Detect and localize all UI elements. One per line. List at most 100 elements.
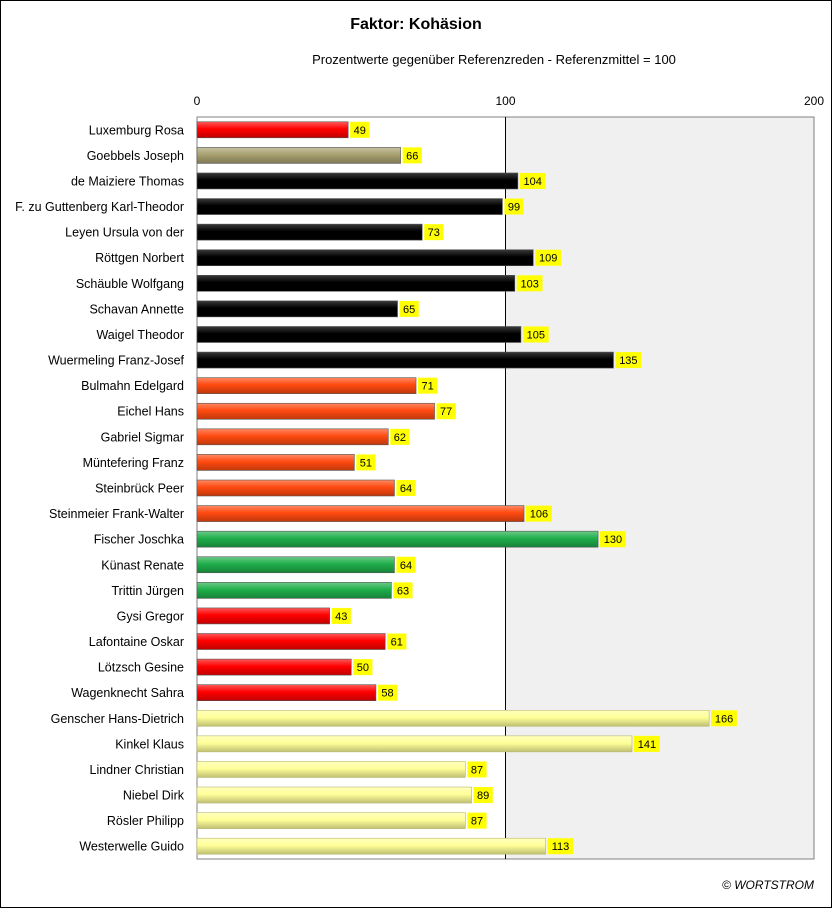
data-label-background bbox=[519, 172, 546, 189]
bar bbox=[196, 633, 386, 650]
data-label-background bbox=[418, 377, 438, 394]
category-label: Trittin Jürgen bbox=[112, 584, 185, 598]
bar bbox=[196, 351, 614, 369]
category-label: Müntefering Franz bbox=[83, 456, 184, 470]
bar bbox=[196, 479, 395, 497]
data-label-background bbox=[356, 454, 376, 471]
data-label: 64 bbox=[400, 483, 412, 495]
copyright-text: © WORTSTROM bbox=[722, 878, 814, 892]
data-label: 113 bbox=[552, 841, 570, 853]
bar bbox=[196, 556, 395, 574]
bar bbox=[196, 249, 534, 267]
category-label: Steinbrück Peer bbox=[95, 482, 184, 496]
data-label: 73 bbox=[428, 227, 440, 239]
data-label-background bbox=[436, 403, 456, 420]
data-label-background bbox=[353, 659, 373, 676]
category-label: Steinmeier Frank-Walter bbox=[49, 507, 184, 521]
data-label: 109 bbox=[539, 253, 557, 265]
category-label: Kinkel Klaus bbox=[115, 737, 184, 751]
data-label-background bbox=[396, 480, 416, 496]
bar bbox=[196, 172, 519, 190]
category-label: Rösler Philipp bbox=[107, 814, 184, 828]
category-label: Gysi Gregor bbox=[117, 609, 184, 623]
data-label: 105 bbox=[527, 329, 545, 341]
data-label: 71 bbox=[422, 381, 434, 393]
data-label: 50 bbox=[357, 662, 369, 674]
bar bbox=[196, 428, 389, 446]
category-label: Gabriel Sigmar bbox=[101, 430, 184, 444]
data-label: 49 bbox=[354, 125, 366, 137]
data-label: 62 bbox=[394, 432, 406, 444]
category-label: Schäuble Wolfgang bbox=[76, 277, 184, 291]
bar bbox=[196, 812, 466, 829]
data-label-background bbox=[402, 147, 422, 164]
data-label: 103 bbox=[520, 278, 538, 290]
data-label: 89 bbox=[477, 790, 489, 802]
data-label-background bbox=[377, 684, 398, 701]
category-label: Wuermeling Franz-Josef bbox=[48, 354, 184, 368]
data-label: 43 bbox=[335, 611, 347, 623]
shaded-region bbox=[505, 117, 814, 859]
data-label: 99 bbox=[508, 202, 520, 214]
category-label: Genscher Hans-Dietrich bbox=[51, 712, 184, 726]
data-label-background bbox=[350, 121, 370, 138]
bar bbox=[196, 121, 349, 139]
data-label: 141 bbox=[638, 739, 656, 751]
bar bbox=[196, 837, 546, 855]
data-label-background bbox=[473, 787, 493, 804]
category-label: Waigel Theodor bbox=[96, 328, 184, 342]
data-label-background bbox=[547, 838, 574, 855]
bar bbox=[196, 658, 352, 676]
data-label-background bbox=[387, 633, 407, 650]
category-label: Röttgen Norbert bbox=[95, 251, 184, 265]
data-label-background bbox=[399, 300, 419, 317]
data-label-background bbox=[600, 531, 626, 548]
data-label-background bbox=[396, 556, 416, 573]
data-label-background bbox=[390, 428, 410, 445]
bar bbox=[196, 786, 472, 804]
data-label: 77 bbox=[440, 406, 452, 418]
category-label: Lötzsch Gesine bbox=[98, 661, 184, 675]
category-label: Lafontaine Oskar bbox=[89, 635, 184, 649]
bar bbox=[196, 505, 525, 522]
data-label-background bbox=[535, 249, 562, 266]
bar bbox=[196, 326, 522, 343]
chart-title: Faktor: Kohäsion bbox=[350, 16, 482, 33]
category-label: Künast Renate bbox=[101, 558, 184, 572]
category-label: Goebbels Joseph bbox=[87, 149, 184, 163]
data-label-background bbox=[331, 607, 351, 624]
data-label: 166 bbox=[715, 713, 733, 725]
data-label-background bbox=[424, 224, 444, 241]
data-label: 87 bbox=[471, 764, 483, 776]
bar bbox=[196, 582, 392, 599]
data-label-background bbox=[516, 275, 543, 292]
bar bbox=[196, 709, 710, 727]
data-label: 66 bbox=[406, 150, 418, 162]
data-label: 51 bbox=[360, 457, 372, 469]
data-label-background bbox=[711, 710, 737, 727]
category-label: Eichel Hans bbox=[117, 405, 184, 419]
bar bbox=[196, 530, 599, 548]
bar bbox=[196, 275, 516, 292]
plot-area: 0 100 200 Luxemburg Rosa 49 Goebbels Joseph 66… bbox=[15, 94, 824, 860]
category-label: Luxemburg Rosa bbox=[89, 123, 184, 137]
category-label: F. zu Guttenberg Karl-Theodor bbox=[15, 200, 184, 214]
bar bbox=[196, 454, 355, 471]
x-tick-label: 100 bbox=[495, 94, 515, 108]
data-label: 135 bbox=[619, 355, 637, 367]
data-label-background bbox=[467, 812, 487, 829]
x-tick-label: 0 bbox=[194, 94, 201, 108]
category-label: Bulmahn Edelgard bbox=[81, 379, 184, 393]
bar bbox=[196, 377, 417, 394]
data-label-background bbox=[467, 761, 487, 778]
bar bbox=[196, 402, 435, 420]
data-label-background bbox=[504, 198, 524, 215]
data-label: 61 bbox=[391, 637, 403, 649]
bar bbox=[196, 300, 398, 318]
data-label: 64 bbox=[400, 560, 412, 572]
bar bbox=[196, 223, 423, 241]
bar bbox=[196, 147, 401, 164]
bar bbox=[196, 761, 466, 778]
x-tick-label: 200 bbox=[804, 94, 824, 108]
